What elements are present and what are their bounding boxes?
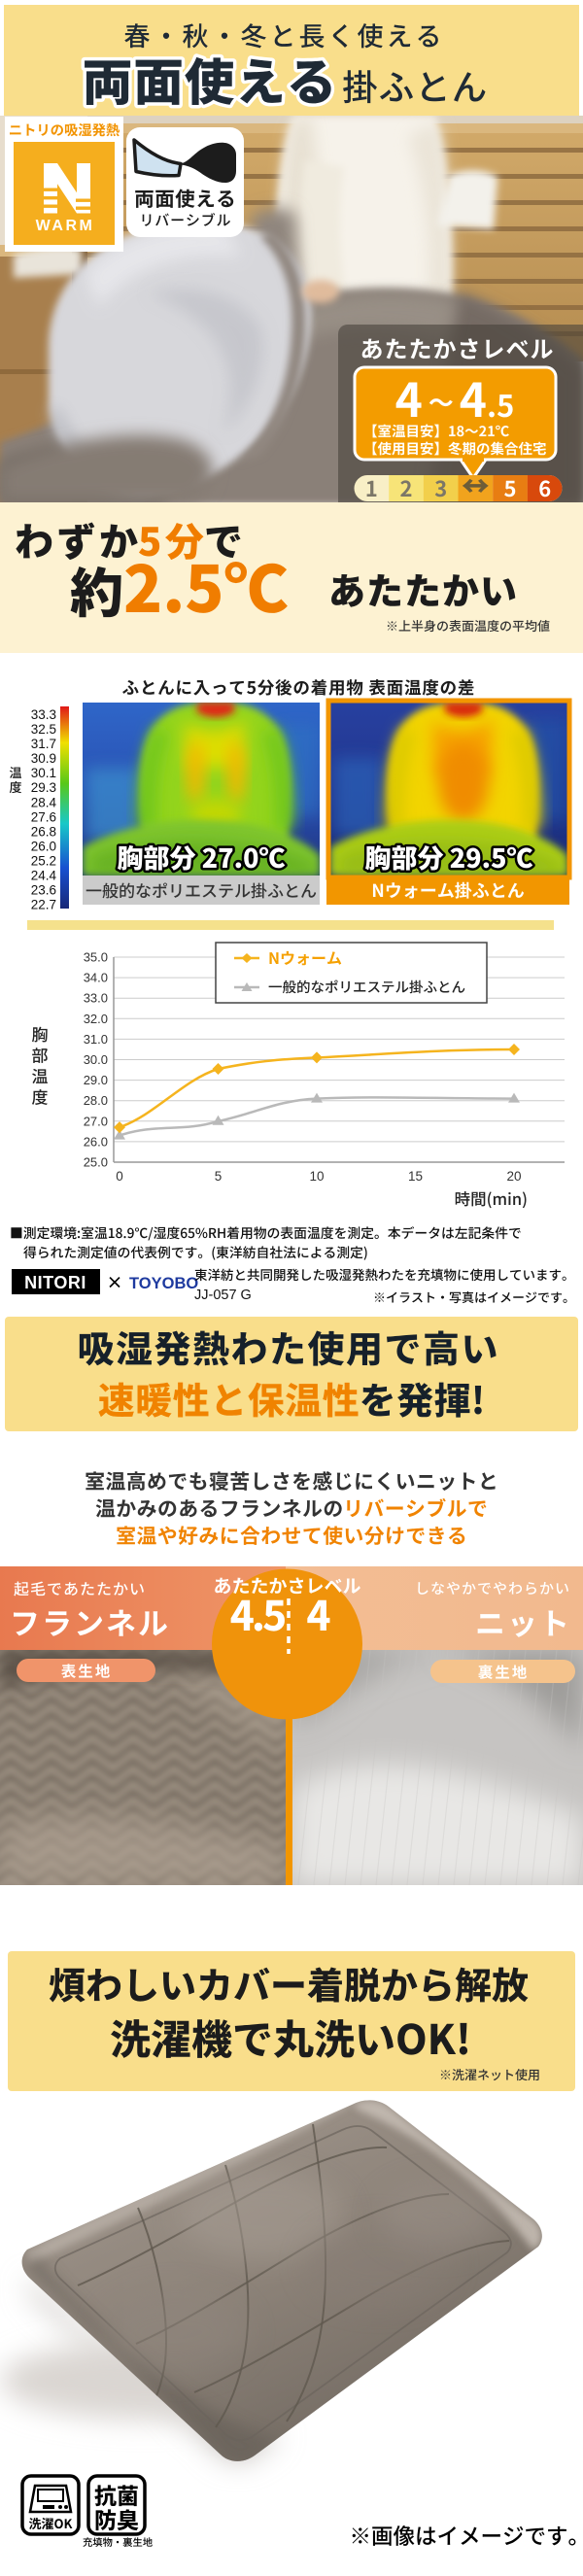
svg-text:32.0: 32.0 bbox=[84, 1012, 108, 1026]
svg-text:30.9: 30.9 bbox=[31, 751, 56, 766]
svg-text:15: 15 bbox=[408, 1169, 423, 1184]
svg-text:TOYOBO: TOYOBO bbox=[129, 1275, 198, 1292]
svg-text:25.0: 25.0 bbox=[84, 1155, 108, 1170]
svg-text:28.0: 28.0 bbox=[84, 1093, 108, 1108]
svg-text:28.4: 28.4 bbox=[31, 795, 57, 809]
svg-text:20: 20 bbox=[506, 1169, 521, 1184]
svg-text:24.4: 24.4 bbox=[31, 869, 57, 883]
svg-text:32.5: 32.5 bbox=[31, 722, 56, 737]
svg-text:27.0: 27.0 bbox=[84, 1114, 108, 1128]
svg-text:27.6: 27.6 bbox=[31, 809, 56, 824]
svg-text:0: 0 bbox=[116, 1169, 123, 1184]
svg-text:30.0: 30.0 bbox=[84, 1052, 108, 1067]
svg-text:31.0: 31.0 bbox=[84, 1032, 108, 1047]
svg-text:34.0: 34.0 bbox=[84, 971, 108, 985]
svg-text:JJ-057 G: JJ-057 G bbox=[194, 1288, 252, 1303]
svg-text:5: 5 bbox=[215, 1169, 223, 1184]
svg-text:22.7: 22.7 bbox=[31, 898, 56, 912]
svg-text:35.0: 35.0 bbox=[84, 950, 108, 965]
svg-text:26.8: 26.8 bbox=[31, 824, 56, 839]
svg-text:NITORI: NITORI bbox=[24, 1273, 86, 1292]
svg-text:33.3: 33.3 bbox=[31, 707, 56, 722]
svg-text:23.6: 23.6 bbox=[31, 883, 56, 898]
svg-text:WARM: WARM bbox=[36, 218, 95, 234]
svg-text:29.0: 29.0 bbox=[84, 1073, 108, 1087]
svg-text:26.0: 26.0 bbox=[31, 840, 56, 854]
svg-text:25.2: 25.2 bbox=[31, 854, 56, 869]
svg-text:29.3: 29.3 bbox=[31, 780, 56, 795]
svg-text:10: 10 bbox=[309, 1169, 324, 1184]
svg-text:26.0: 26.0 bbox=[84, 1134, 108, 1149]
svg-text:30.1: 30.1 bbox=[31, 766, 56, 780]
svg-text:33.0: 33.0 bbox=[84, 991, 108, 1006]
svg-text:31.7: 31.7 bbox=[31, 737, 56, 751]
